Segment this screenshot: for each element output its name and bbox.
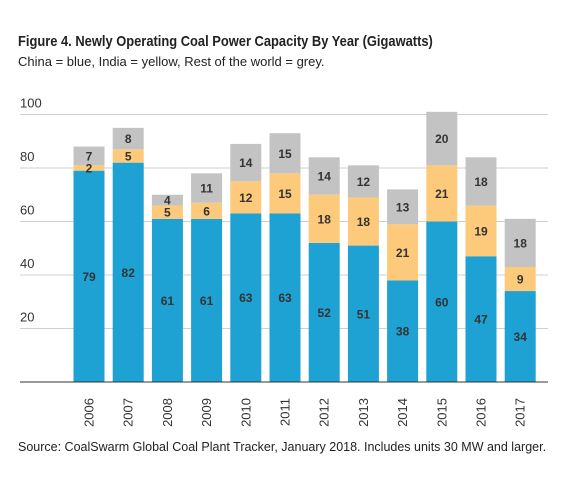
bar-rest-2009 [191, 173, 223, 203]
x-tick-label-2011: 2011 [278, 398, 293, 426]
chart-subtitle: China = blue, India = yellow, Rest of th… [18, 54, 325, 69]
x-tick-label-2012: 2012 [317, 398, 332, 427]
value-label-china-2013: 51 [357, 307, 371, 321]
chart-title: Figure 4. Newly Operating Coal Power Cap… [18, 33, 433, 50]
x-tick-label-2015: 2015 [434, 398, 449, 427]
y-tick-label-100: 100 [20, 96, 42, 111]
value-label-rest-2015: 20 [435, 132, 449, 146]
x-tick-label-2009: 2009 [199, 398, 214, 427]
value-label-rest-2008: 4 [164, 194, 171, 208]
bar-india-2017 [504, 266, 536, 292]
x-tick-label-2014: 2014 [395, 398, 410, 427]
y-tick-label-20: 20 [20, 310, 34, 325]
bar-china-2013 [347, 245, 379, 382]
value-label-china-2011: 63 [278, 291, 292, 305]
x-tick-label-2006: 2006 [82, 398, 97, 427]
value-label-china-2014: 38 [396, 325, 410, 339]
bar-rest-2007 [112, 127, 144, 150]
value-label-india-2008: 5 [164, 206, 171, 220]
value-label-india-2015: 21 [435, 187, 449, 201]
bar-rest-2010 [230, 143, 262, 182]
bar-china-2010 [230, 213, 262, 382]
bar-china-2008 [151, 218, 183, 382]
value-label-rest-2011: 15 [278, 147, 292, 161]
bar-india-2015 [426, 165, 458, 222]
value-label-china-2007: 82 [122, 266, 136, 280]
bar-rest-2006 [73, 146, 105, 166]
value-label-china-2016: 47 [474, 313, 488, 327]
value-label-india-2017: 9 [517, 273, 524, 287]
value-label-india-2012: 18 [318, 212, 332, 226]
bar-india-2014 [387, 224, 419, 281]
value-label-rest-2017: 18 [514, 236, 528, 250]
value-label-india-2010: 12 [239, 191, 253, 205]
bar-india-2008 [151, 205, 183, 219]
value-label-rest-2014: 13 [396, 200, 410, 214]
value-label-india-2009: 6 [203, 204, 210, 218]
bar-india-2007 [112, 149, 144, 163]
value-label-china-2006: 79 [82, 270, 96, 284]
bar-rest-2015 [426, 111, 458, 166]
bar-china-2016 [465, 256, 497, 382]
value-label-rest-2006: 7 [86, 149, 93, 163]
bar-china-2014 [387, 280, 419, 382]
bar-china-2017 [504, 291, 536, 382]
value-label-rest-2009: 11 [200, 182, 213, 196]
value-label-india-2016: 19 [474, 224, 488, 238]
value-label-rest-2013: 12 [357, 175, 371, 189]
bar-china-2011 [269, 213, 301, 382]
value-label-india-2007: 5 [125, 149, 132, 163]
value-label-india-2006: 2 [86, 162, 93, 176]
bar-rest-2012 [308, 157, 340, 195]
bar-rest-2016 [465, 157, 497, 206]
bar-india-2013 [347, 197, 379, 246]
value-label-rest-2012: 14 [318, 170, 332, 184]
value-label-india-2013: 18 [357, 215, 371, 229]
bar-china-2007 [112, 162, 144, 382]
bar-india-2012 [308, 194, 340, 243]
x-tick-label-2010: 2010 [238, 398, 253, 427]
value-label-china-2009: 61 [200, 294, 214, 308]
bar-china-2012 [308, 242, 340, 382]
x-tick-label-2008: 2008 [160, 398, 175, 427]
bar-india-2010 [230, 181, 262, 214]
value-label-china-2010: 63 [239, 291, 253, 305]
x-tick-label-2007: 2007 [121, 398, 136, 427]
source-note: Source: CoalSwarm Global Coal Plant Trac… [18, 440, 547, 454]
bar-china-2006 [73, 170, 105, 382]
value-label-china-2017: 34 [514, 330, 528, 344]
value-label-rest-2010: 14 [239, 156, 253, 170]
bar-rest-2013 [347, 165, 379, 198]
y-tick-label-80: 80 [20, 149, 34, 164]
value-label-india-2014: 21 [396, 246, 410, 260]
value-label-china-2012: 52 [318, 306, 332, 320]
bar-rest-2008 [151, 194, 183, 206]
bar-rest-2011 [269, 133, 301, 174]
value-label-india-2011: 15 [278, 187, 292, 201]
bar-rest-2017 [504, 218, 536, 267]
bar-rest-2014 [387, 189, 419, 225]
value-label-china-2008: 61 [161, 294, 175, 308]
x-tick-label-2013: 2013 [356, 398, 371, 427]
x-tick-label-2016: 2016 [474, 398, 489, 427]
value-label-china-2015: 60 [435, 295, 449, 309]
value-label-rest-2016: 18 [474, 175, 488, 189]
bar-india-2009 [191, 202, 223, 219]
bar-china-2015 [426, 221, 458, 382]
bar-china-2009 [191, 218, 223, 382]
x-tick-label-2017: 2017 [513, 398, 528, 427]
bar-india-2006 [73, 165, 105, 171]
bar-india-2016 [465, 205, 497, 257]
value-label-rest-2007: 8 [125, 132, 132, 146]
bar-india-2011 [269, 173, 301, 214]
y-tick-label-40: 40 [20, 256, 34, 271]
y-tick-label-60: 60 [20, 203, 34, 218]
